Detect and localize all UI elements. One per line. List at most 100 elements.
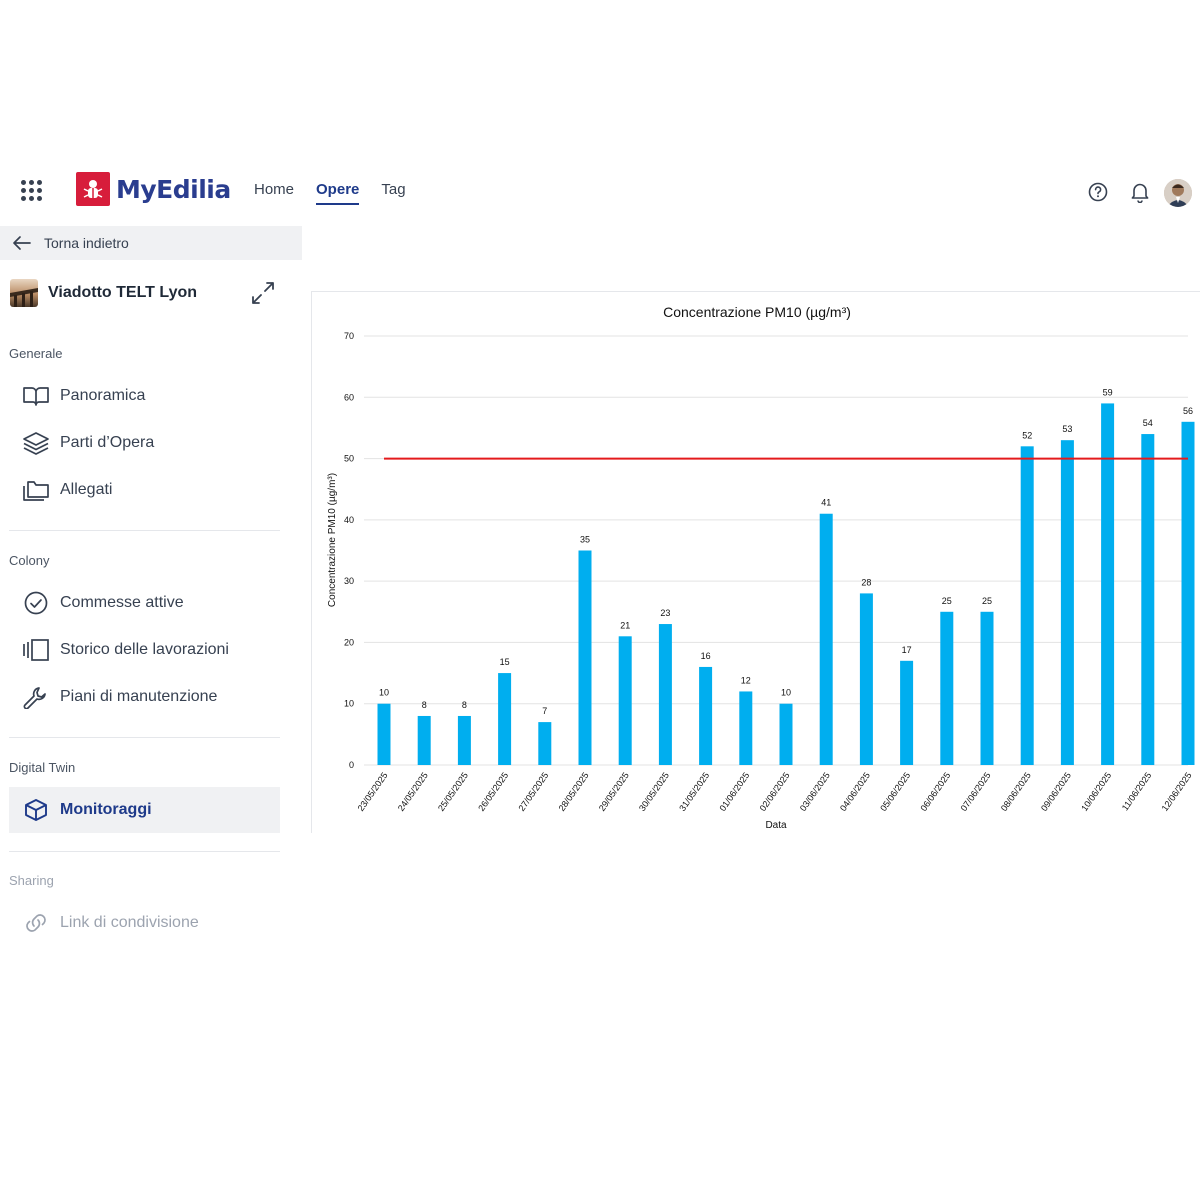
bar-value-label: 10 (379, 688, 389, 698)
bar (618, 636, 632, 765)
x-tick-label: 26/05/2025 (476, 770, 510, 813)
nav-tag[interactable]: Tag (381, 181, 406, 198)
bar (1181, 421, 1195, 765)
x-tick-label: 30/05/2025 (637, 770, 671, 813)
bar-value-label: 54 (1143, 418, 1153, 428)
bar (779, 703, 793, 765)
project-header: Viadotto TELT Lyon (10, 278, 280, 308)
bar-value-label: 21 (620, 620, 630, 630)
nav-home[interactable]: Home (254, 181, 295, 198)
layers-icon (23, 432, 49, 455)
sidebar-item-label: Monitoraggi (60, 801, 152, 818)
bar-value-label: 12 (741, 675, 751, 685)
bar (1101, 403, 1115, 765)
section-title-digital-twin: Digital Twin (9, 760, 76, 775)
nav-opere[interactable]: Opere (316, 165, 360, 217)
sidebar-item-label: Parti d’Opera (60, 434, 155, 451)
divider (9, 851, 280, 852)
divider (9, 737, 280, 738)
bar (417, 715, 431, 765)
chart-title: Concentrazione PM10 (µg/m³) (663, 304, 851, 320)
check-circle-icon (24, 591, 48, 615)
bar (900, 660, 914, 765)
x-tick-label: 10/06/2025 (1079, 770, 1113, 813)
back-label: Torna indietro (44, 235, 129, 251)
bar-value-label: 41 (821, 498, 831, 508)
bar-value-label: 7 (542, 706, 547, 716)
bar-value-label: 10 (781, 688, 791, 698)
brand-logo[interactable]: MyEdilia (76, 172, 231, 206)
x-tick-label: 05/06/2025 (878, 770, 912, 813)
x-tick-label: 28/05/2025 (557, 770, 591, 813)
sidebar-item-commesse-attive[interactable]: Commesse attive (9, 580, 280, 626)
x-tick-label: 08/06/2025 (999, 770, 1033, 813)
bar (498, 673, 512, 765)
x-tick-label: 11/06/2025 (1120, 770, 1154, 812)
back-button[interactable]: Torna indietro (0, 226, 302, 260)
x-tick-label: 12/06/2025 (1160, 770, 1194, 813)
x-tick-label: 23/05/2025 (356, 770, 390, 813)
wrench-icon (23, 687, 46, 709)
sidebar-item-storico-lavorazioni[interactable]: Storico delle lavorazioni (9, 627, 280, 673)
chart-x-axis-label: Data (765, 820, 787, 831)
apps-grid-icon[interactable] (20, 179, 44, 203)
top-bar: MyEdilia Home Opere Tag (0, 165, 1200, 217)
brand-name: MyEdilia (116, 174, 231, 204)
x-tick-label: 03/06/2025 (798, 770, 832, 813)
x-tick-label: 01/06/2025 (717, 770, 751, 813)
bar-value-label: 56 (1183, 406, 1193, 416)
x-tick-label: 07/06/2025 (959, 770, 993, 813)
bar (699, 666, 713, 765)
x-tick-label: 09/06/2025 (1039, 770, 1073, 813)
x-tick-label: 29/05/2025 (597, 770, 631, 813)
sidebar-item-label: Piani di manutenzione (60, 688, 218, 705)
x-tick-label: 27/05/2025 (516, 770, 550, 813)
section-title-colony: Colony (9, 553, 50, 568)
x-tick-label: 31/05/2025 (677, 770, 711, 813)
history-stack-icon (23, 639, 49, 661)
bar (1020, 446, 1034, 765)
bar-value-label: 25 (982, 596, 992, 606)
section-title-sharing: Sharing (9, 873, 54, 888)
x-tick-label: 25/05/2025 (436, 770, 470, 813)
bar-value-label: 52 (1022, 430, 1032, 440)
brand-logo-mark (76, 172, 110, 206)
x-tick-label: 24/05/2025 (396, 770, 430, 813)
bell-icon[interactable] (1130, 181, 1150, 203)
bar-value-label: 15 (500, 657, 510, 667)
project-name: Viadotto TELT Lyon (48, 284, 198, 301)
bar-value-label: 8 (462, 700, 467, 710)
sidebar-item-panoramica[interactable]: Panoramica (9, 373, 280, 419)
book-open-icon (23, 387, 49, 406)
bar-value-label: 53 (1062, 424, 1072, 434)
expand-icon[interactable] (250, 280, 276, 306)
sidebar-item-label: Link di condivisione (60, 914, 199, 931)
sidebar-item-allegati[interactable]: Allegati (9, 467, 280, 513)
bar-value-label: 23 (660, 608, 670, 618)
bar-value-label: 59 (1103, 387, 1113, 397)
sidebar-item-label: Allegati (60, 481, 113, 498)
x-tick-label: 04/06/2025 (838, 770, 872, 813)
y-tick-label: 30 (344, 576, 354, 586)
y-tick-label: 40 (344, 515, 354, 525)
bar-value-label: 25 (942, 596, 952, 606)
arrow-left-icon (13, 236, 31, 250)
y-tick-label: 60 (344, 392, 354, 402)
bar (1060, 440, 1074, 765)
cube-icon (25, 799, 47, 821)
bar (980, 611, 994, 765)
y-tick-label: 0 (349, 760, 354, 770)
sidebar-item-parti-opera[interactable]: Parti d’Opera (9, 420, 280, 466)
bar (1141, 434, 1155, 765)
y-tick-label: 20 (344, 637, 354, 647)
chart-y-axis-label: Concentrazione PM10 (µg/m³) (327, 473, 338, 607)
sidebar-item-monitoraggi[interactable]: Monitoraggi (9, 787, 280, 833)
sidebar-item-link-condivisione[interactable]: Link di condivisione (9, 900, 280, 946)
main-nav: Home Opere Tag (254, 165, 428, 217)
y-tick-label: 50 (344, 454, 354, 464)
bar-value-label: 35 (580, 535, 590, 545)
user-avatar[interactable] (1164, 179, 1192, 207)
help-icon[interactable] (1088, 182, 1108, 202)
sidebar-item-piani-manutenzione[interactable]: Piani di manutenzione (9, 674, 280, 720)
